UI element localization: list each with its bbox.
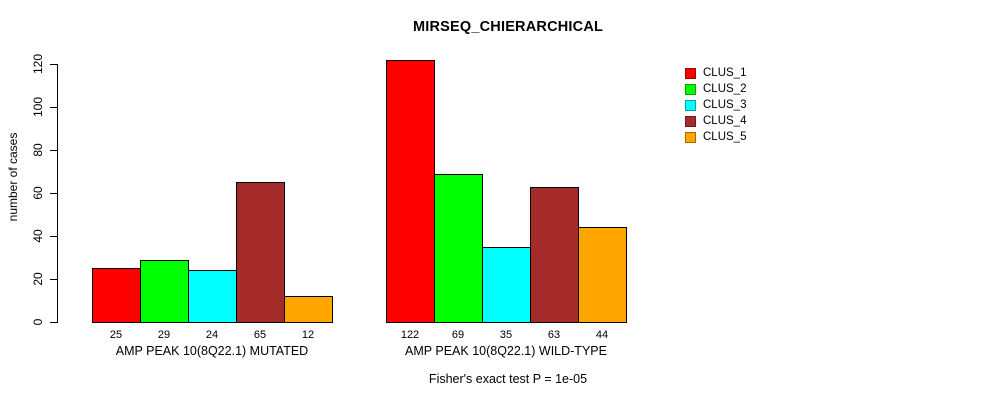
legend-swatch-clus_5	[685, 131, 696, 143]
bar-clus_1	[386, 60, 435, 323]
bar-value-label: 69	[451, 329, 465, 341]
y-tick-label: 20	[31, 272, 45, 286]
y-tick-label: 60	[31, 186, 45, 200]
y-tick-mark	[50, 322, 57, 323]
bar-value-label: 44	[595, 329, 609, 341]
y-tick-label: 120	[31, 53, 45, 75]
legend-swatch-clus_2	[685, 83, 696, 95]
fisher-test-annotation: Fisher's exact test P = 1e-05	[428, 372, 588, 386]
y-axis-line	[57, 64, 58, 323]
bar-value-label: 65	[253, 329, 267, 341]
bar-clus_4	[530, 187, 579, 323]
bar-value-label: 25	[109, 329, 123, 341]
bar-clus_3	[482, 247, 531, 323]
y-axis-title: number of cases	[6, 132, 20, 222]
y-tick-label: 80	[31, 143, 45, 157]
legend-swatch-clus_3	[685, 99, 696, 111]
y-tick-mark	[50, 279, 57, 280]
legend-swatch-clus_4	[685, 115, 696, 127]
legend-item: CLUS_5	[685, 129, 746, 145]
y-tick-mark	[50, 107, 57, 108]
legend-item: CLUS_1	[685, 65, 746, 81]
y-tick-label: 100	[31, 96, 45, 118]
y-tick-label: 0	[31, 318, 45, 326]
legend-label: CLUS_1	[703, 67, 747, 79]
legend-label: CLUS_3	[703, 99, 747, 111]
legend-label: CLUS_2	[703, 83, 747, 95]
bar-clus_2	[140, 260, 189, 323]
group-label: AMP PEAK 10(8Q22.1) MUTATED	[115, 344, 309, 358]
legend: CLUS_1 CLUS_2 CLUS_3 CLUS_4 CLUS_5	[685, 65, 746, 145]
bar-value-label: 12	[301, 329, 315, 341]
legend-item: CLUS_3	[685, 97, 746, 113]
bar-value-label: 29	[157, 329, 171, 341]
bar-clus_3	[188, 270, 237, 323]
chart-title: MIRSEQ_CHIERARCHICAL	[412, 19, 604, 35]
bar-clus_1	[92, 268, 141, 323]
legend-label: CLUS_5	[703, 131, 747, 143]
y-tick-mark	[50, 236, 57, 237]
y-tick-mark	[50, 150, 57, 151]
legend-swatch-clus_1	[685, 67, 696, 79]
legend-item: CLUS_4	[685, 113, 746, 129]
legend-label: CLUS_4	[703, 115, 747, 127]
y-tick-mark	[50, 64, 57, 65]
bar-clus_5	[578, 227, 627, 323]
y-tick-label: 40	[31, 229, 45, 243]
bar-value-label: 35	[499, 329, 513, 341]
bar-value-label: 24	[205, 329, 219, 341]
bar-value-label: 63	[547, 329, 561, 341]
bar-clus_4	[236, 182, 285, 323]
y-tick-mark	[50, 193, 57, 194]
bar-clus_2	[434, 174, 483, 323]
group-label: AMP PEAK 10(8Q22.1) WILD-TYPE	[405, 344, 607, 358]
legend-item: CLUS_2	[685, 81, 746, 97]
bar-value-label: 122	[400, 329, 420, 341]
bar-clus_5	[284, 296, 333, 323]
